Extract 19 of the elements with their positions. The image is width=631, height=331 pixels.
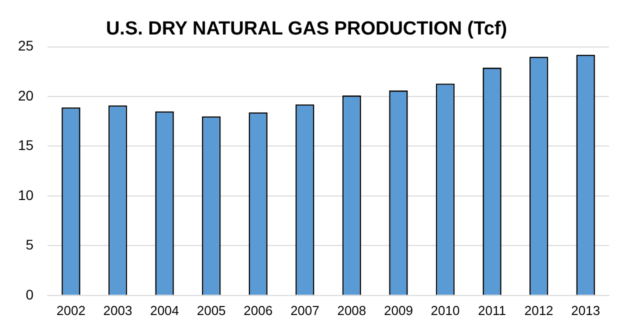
- x-tick-label: 2010: [430, 302, 460, 318]
- x-tick-label: 2004: [150, 302, 179, 318]
- x-tick-label: 2013: [571, 302, 600, 318]
- x-tick-label: 2006: [244, 302, 273, 318]
- y-tick-label: 5: [26, 236, 34, 253]
- y-tick-label: 20: [18, 87, 34, 104]
- x-tick-label: 2002: [56, 302, 86, 318]
- x-tick-label: 2009: [384, 302, 413, 318]
- y-tick-label: 25: [18, 38, 34, 54]
- y-tick-label: 10: [18, 186, 34, 203]
- chart-title: U.S. DRY NATURAL GAS PRODUCTION (Tcf): [106, 18, 508, 40]
- x-tick-label: 2011: [478, 302, 506, 318]
- x-tick-label: 2007: [290, 302, 320, 318]
- y-tick-label: 0: [26, 286, 34, 302]
- x-tick-label: 2003: [103, 302, 132, 318]
- x-tick-label: 2012: [524, 302, 554, 318]
- x-tick-label: 2008: [337, 302, 366, 318]
- y-tick-label: 15: [18, 137, 34, 154]
- x-tick-label: 2005: [196, 302, 226, 318]
